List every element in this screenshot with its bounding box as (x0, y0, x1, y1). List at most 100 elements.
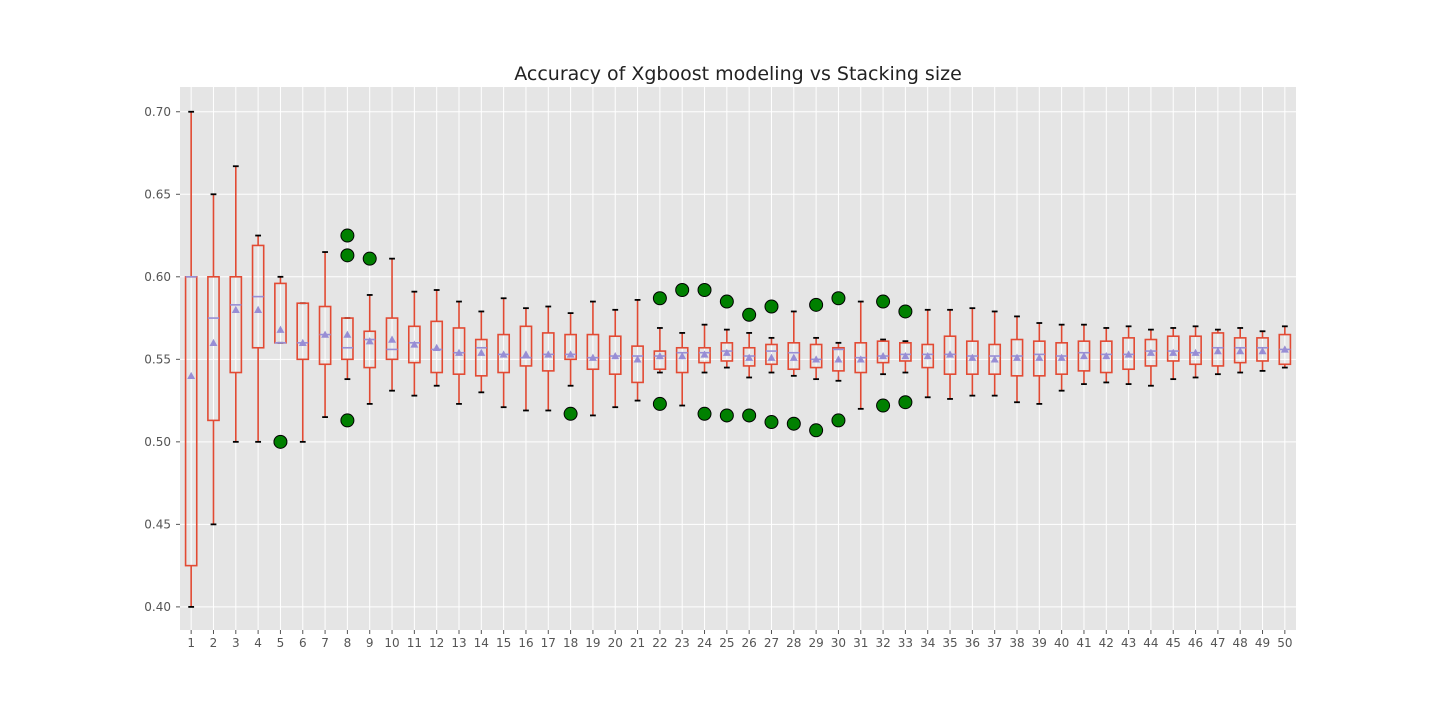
box-body (809, 343, 823, 369)
box-group (318, 251, 332, 418)
mean-marker (187, 371, 196, 380)
x-tick-label: 23 (675, 636, 690, 650)
box-body (407, 325, 421, 364)
x-tick-label: 37 (987, 636, 1002, 650)
box-body (1122, 337, 1135, 371)
box-group (1233, 327, 1247, 374)
box-body (965, 340, 979, 375)
axes: 0.400.450.500.550.600.650.701 2 3 4 5 6 7 8 9 10 1… (144, 105, 1292, 650)
mean-marker (1124, 350, 1133, 358)
x-tick-label: 24 (697, 636, 712, 650)
mean-marker (789, 353, 798, 361)
mean-marker (834, 355, 843, 363)
mean-marker (544, 350, 553, 358)
x-tick-label: 36 (965, 636, 980, 650)
box-group (251, 234, 265, 443)
x-tick-label: 46 (1188, 636, 1203, 650)
box-group (1099, 327, 1113, 384)
outlier-point (742, 408, 757, 423)
y-tick-label: 0.70 (144, 105, 171, 119)
chart-title: Accuracy of Xgboost modeling vs Stacking… (514, 63, 962, 85)
outlier-point (652, 291, 667, 306)
box-group (563, 312, 578, 421)
x-tick-label: 48 (1233, 636, 1248, 650)
box-group (1166, 327, 1180, 381)
box-group (474, 310, 488, 394)
x-tick-label: 47 (1210, 636, 1225, 650)
outlier-point (362, 251, 377, 266)
plot-area (180, 87, 1296, 630)
mean-marker (812, 355, 821, 363)
mean-marker (655, 352, 664, 360)
outlier-point (786, 416, 801, 431)
mean-marker (633, 355, 642, 363)
x-tick-label: 28 (786, 636, 801, 650)
x-tick-label: 13 (451, 636, 466, 650)
x-tick-label: 22 (652, 636, 667, 650)
x-tick-label: 30 (831, 636, 846, 650)
box-group (652, 291, 667, 411)
box-body (742, 346, 756, 367)
box-group (809, 297, 824, 438)
x-tick-label: 11 (407, 636, 422, 650)
box-body (921, 343, 935, 369)
outlier-point (831, 291, 846, 306)
x-tick-label: 43 (1121, 636, 1136, 650)
mean-marker (1035, 353, 1044, 361)
box-body (1189, 335, 1202, 366)
mean-marker (722, 348, 731, 356)
box-body (385, 317, 399, 361)
x-tick-label: 4 (254, 636, 262, 650)
box-group (675, 283, 690, 407)
y-tick-label: 0.65 (144, 187, 171, 201)
box-group (608, 308, 622, 409)
mean-marker (968, 353, 977, 361)
x-tick-label: 40 (1054, 636, 1069, 650)
box-body (229, 276, 243, 374)
box-group (1278, 325, 1292, 369)
mean-marker (521, 350, 530, 358)
box-group (273, 275, 288, 449)
outlier-point (742, 307, 757, 322)
mean-marker (1102, 352, 1111, 360)
mean-marker (1213, 347, 1222, 355)
mean-marker (879, 352, 888, 360)
mean-marker (477, 348, 486, 356)
box-body (586, 333, 600, 371)
mean-marker (1280, 345, 1289, 353)
x-tick-label: 2 (210, 636, 218, 650)
boxes (184, 110, 1292, 608)
x-tick-label: 6 (299, 636, 307, 650)
x-tick-label: 33 (898, 636, 913, 650)
x-tick-label: 49 (1255, 636, 1270, 650)
box-group (1144, 328, 1158, 387)
mean-marker (901, 352, 910, 360)
box-body (1055, 342, 1069, 375)
grid-lines (180, 87, 1296, 630)
x-tick-label: 8 (344, 636, 352, 650)
mean-marker (298, 338, 307, 347)
x-tick-label: 3 (232, 636, 240, 650)
mean-marker (946, 350, 955, 358)
x-tick-label: 21 (630, 636, 645, 650)
outlier-point (876, 398, 891, 413)
box-group (586, 300, 600, 417)
box-group (1122, 325, 1135, 385)
outlier-point (697, 283, 712, 298)
outlier-point (831, 413, 846, 428)
box-body (988, 343, 1002, 375)
x-tick-label: 44 (1143, 636, 1158, 650)
outlier-point (898, 304, 913, 319)
box-body (608, 335, 622, 375)
x-tick-label: 29 (808, 636, 823, 650)
mean-marker (343, 330, 352, 338)
y-tick-label: 0.45 (144, 517, 171, 531)
mean-marker (231, 305, 240, 314)
mean-marker (499, 350, 508, 358)
box-body (497, 333, 511, 374)
box-body (1166, 335, 1180, 362)
x-tick-label: 31 (853, 636, 868, 650)
x-tick-label: 14 (474, 636, 489, 650)
box-group (943, 308, 957, 400)
